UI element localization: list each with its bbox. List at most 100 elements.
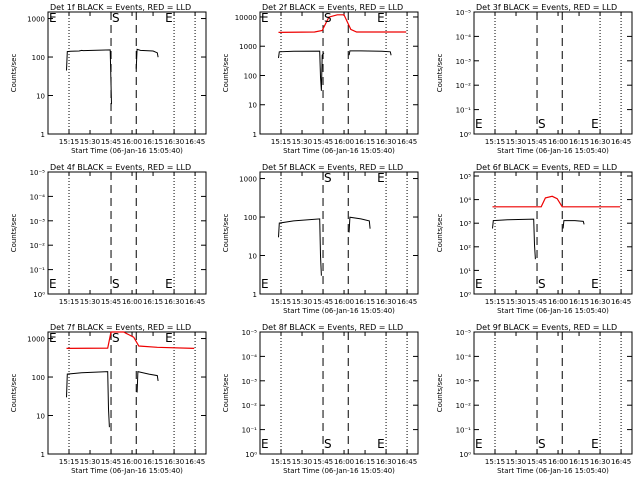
x-tick-label: 15:30 [80,458,100,466]
y-tick-label: 10⁻⁴ [456,33,472,41]
y-tick-label: 10⁻³ [456,58,472,66]
panel-4: Det 4f BLACK = Events, RED = LLD Counts/s… [10,163,207,306]
x-tick-label: 15:45 [313,138,333,146]
panel-title: Det 5f BLACK = Events, RED = LLD [262,163,403,172]
x-axis-label: Start Time (06-Jan-16 15:05:40) [497,307,609,315]
y-tick-label: 10⁴ [459,197,471,205]
x-tick-label: 16:15 [143,298,163,306]
panel-title: Det 7f BLACK = Events, RED = LLD [50,323,191,332]
y-tick-label: 10⁻² [456,82,472,90]
events-series-line [66,371,110,428]
y-tick-label: 1000 [27,336,45,344]
x-tick-label: 15:30 [80,298,100,306]
x-tick-label: 15:15 [271,138,291,146]
x-tick-label: 15:30 [292,298,312,306]
marker-e-end: E [165,277,173,291]
plot-frame [259,331,419,455]
x-axis-label: Start Time (06-Jan-16 15:05:40) [71,467,183,475]
y-tick-label: 1000 [27,16,45,24]
x-tick-label: 16:45 [397,298,417,306]
marker-e-end: E [377,11,385,25]
y-tick-label: 10⁻² [30,242,46,250]
x-tick-label: 16:45 [185,138,205,146]
y-tick-label: 1000 [239,176,257,184]
events-series-line [278,218,322,276]
y-tick-label: 10⁻³ [456,378,472,386]
y-tick-label: 10³ [459,220,471,228]
x-tick-label: 15:15 [59,138,79,146]
panel-7: Det 7f BLACK = Events, RED = LLD Counts/s… [10,323,207,475]
x-tick-label: 15:45 [101,458,121,466]
events-series-line [136,370,159,393]
y-tick-label: 10⁵ [459,173,471,181]
y-tick-label: 10⁰ [459,131,471,139]
x-tick-label: 16:15 [569,138,589,146]
y-tick-label: 10⁻⁵ [30,169,46,177]
y-tick-label: 10 [36,93,45,101]
plot-frame [47,11,207,135]
x-tick-label: 16:00 [122,298,142,306]
marker-e-start: E [49,331,57,345]
x-tick-label: 16:00 [334,138,354,146]
x-tick-label: 15:15 [485,138,505,146]
y-tick-label: 10⁻⁵ [456,329,472,337]
x-tick-label: 16:45 [185,458,205,466]
x-tick-label: 15:45 [313,298,333,306]
panel-title: Det 9f BLACK = Events, RED = LLD [476,323,617,332]
x-tick-label: 16:30 [164,458,184,466]
marker-e-start: E [261,11,269,25]
y-tick-label: 100 [244,214,257,222]
marker-e-start: E [475,277,483,291]
x-tick-label: 16:00 [334,298,354,306]
marker-s: S [538,277,546,291]
x-axis-label: Start Time (06-Jan-16 15:05:40) [71,147,183,155]
y-tick-label: 10² [459,244,471,252]
x-axis-label: Start Time (06-Jan-16 15:05:40) [283,467,395,475]
x-tick-label: 16:30 [590,458,610,466]
y-tick-label: 1 [41,451,45,459]
y-tick-label: 10⁰ [459,291,471,299]
x-tick-label: 15:45 [313,458,333,466]
x-tick-label: 15:30 [506,138,526,146]
y-tick-label: 10 [36,413,45,421]
x-tick-label: 16:15 [355,458,375,466]
plot-frame [473,331,633,455]
events-series-line [66,49,112,105]
panel-9: Det 9f BLACK = Events, RED = LLD Counts/s… [436,323,633,475]
x-tick-label: 15:45 [527,138,547,146]
x-tick-label: 15:45 [101,298,121,306]
x-tick-label: 15:45 [101,138,121,146]
y-tick-label: 1000 [239,43,257,51]
panel-title: Det 1f BLACK = Events, RED = LLD [50,3,191,12]
x-tick-label: 15:45 [527,298,547,306]
x-tick-label: 16:30 [376,138,396,146]
y-tick-label: 10 [248,253,257,261]
events-series-line [135,48,159,69]
y-tick-label: 10⁻⁴ [242,353,258,361]
x-tick-label: 16:45 [611,298,631,306]
y-axis-label: Counts/sec [222,214,230,253]
y-tick-label: 10000 [235,14,257,22]
x-tick-label: 16:15 [143,138,163,146]
y-tick-label: 10⁻³ [30,218,46,226]
marker-e-start: E [49,11,57,25]
x-tick-label: 15:15 [485,298,505,306]
marker-s: S [112,277,120,291]
panel-title: Det 6f BLACK = Events, RED = LLD [476,163,617,172]
y-tick-label: 10⁻⁵ [242,329,258,337]
y-tick-label: 10⁰ [245,451,257,459]
y-tick-label: 10⁻⁴ [30,193,46,201]
marker-e-end: E [377,437,385,451]
y-tick-label: 100 [244,72,257,80]
lld-series-line [492,195,621,208]
plot-frame [259,171,419,295]
events-series-line [348,216,371,233]
x-tick-label: 16:00 [548,458,568,466]
panel-1: Det 1f BLACK = Events, RED = LLD Counts/s… [10,3,207,155]
y-tick-label: 100 [32,374,45,382]
x-axis-label: Start Time (06-Jan-16 15:05:40) [283,307,395,315]
y-tick-label: 10⁻³ [242,378,258,386]
x-tick-label: 16:30 [590,298,610,306]
x-tick-label: 15:15 [271,458,291,466]
